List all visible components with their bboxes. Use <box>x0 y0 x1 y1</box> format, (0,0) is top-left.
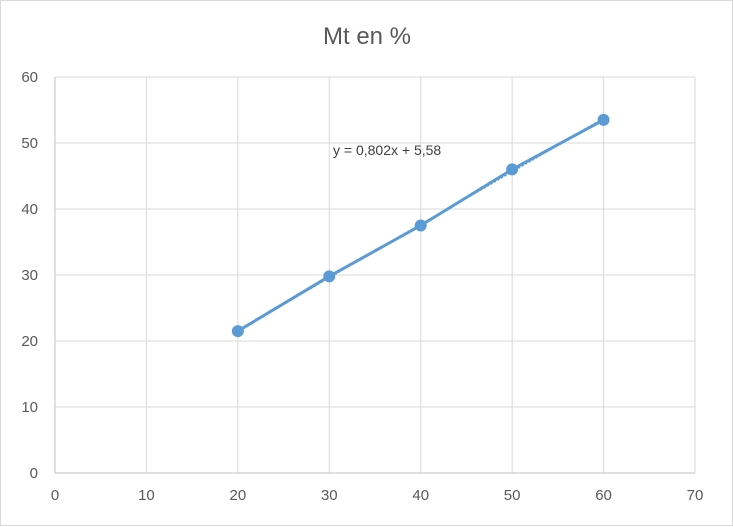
data-point <box>323 270 336 283</box>
data-point <box>506 163 519 176</box>
y-tick-label: 10 <box>21 399 38 416</box>
chart-title: Mt en % <box>323 23 411 50</box>
data-point <box>231 325 244 338</box>
y-tick-label: 60 <box>21 69 38 86</box>
y-tick-label: 40 <box>21 201 38 218</box>
y-tick-label: 20 <box>21 333 38 350</box>
tick-labels: 0 10 20 30 40 50 60 70 0 10 20 30 40 50 60 <box>21 69 703 504</box>
x-tick-label: 0 <box>51 487 59 504</box>
x-tick-label: 40 <box>412 487 429 504</box>
y-tick-label: 0 <box>30 465 38 482</box>
x-tick-label: 60 <box>595 487 612 504</box>
gridlines <box>55 76 696 473</box>
trendline-equation: y = 0,802x + 5,58 <box>333 142 441 158</box>
data-point <box>597 113 610 126</box>
data-point <box>414 219 427 232</box>
x-tick-label: 30 <box>321 487 338 504</box>
x-tick-label: 50 <box>504 487 521 504</box>
x-tick-label: 20 <box>230 487 247 504</box>
x-tick-label: 10 <box>138 487 155 504</box>
y-tick-label: 30 <box>21 267 38 284</box>
y-tick-label: 50 <box>21 135 38 152</box>
annotations: y = 0,802x + 5,58 <box>333 142 441 158</box>
x-tick-label: 70 <box>687 487 704 504</box>
axes <box>54 77 695 474</box>
series-group <box>231 113 610 338</box>
